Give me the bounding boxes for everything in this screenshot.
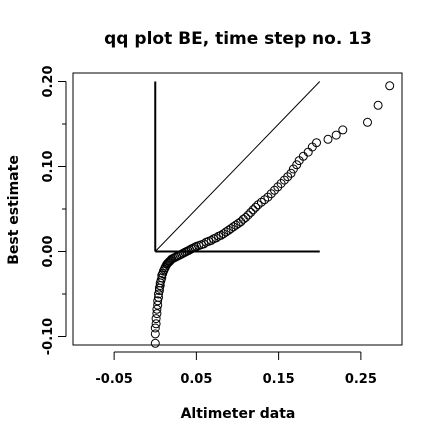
data-point: [331, 130, 341, 140]
data-points: [150, 81, 395, 348]
x-tick-label: -0.05: [95, 372, 132, 387]
data-point: [206, 235, 216, 245]
data-point: [190, 242, 200, 252]
data-point: [211, 233, 221, 243]
data-point: [279, 175, 289, 185]
y-tick-label: -0.10: [41, 318, 56, 355]
data-point: [151, 319, 161, 329]
data-point: [266, 189, 276, 199]
data-point: [338, 125, 348, 135]
data-point: [248, 205, 258, 215]
reference-line-diagonal: [154, 81, 321, 252]
y-axis-label: Best estimate: [6, 155, 22, 265]
data-point: [243, 210, 253, 220]
data-point: [286, 168, 296, 178]
data-point: [270, 185, 279, 195]
data-point: [150, 323, 160, 333]
data-point: [385, 81, 395, 91]
plot-frame: [72, 72, 403, 346]
data-point: [152, 304, 162, 314]
x-tick-label: 0.25: [345, 372, 377, 387]
data-point: [312, 138, 321, 148]
data-point: [276, 179, 286, 188]
data-point: [260, 195, 270, 205]
data-point: [228, 222, 238, 232]
data-point: [251, 202, 261, 212]
x-axis-label: Altimeter data: [181, 406, 296, 422]
data-point: [150, 329, 160, 339]
data-point: [253, 200, 263, 210]
data-point: [221, 227, 231, 237]
x-axis: -0.05 0.05 0.15 0.25: [95, 351, 377, 387]
data-point: [199, 239, 209, 249]
x-tick-label: 0.15: [263, 372, 295, 387]
data-point: [241, 213, 251, 222]
data-point: [363, 117, 372, 127]
data-point: [154, 289, 163, 299]
data-point: [150, 338, 160, 348]
data-point: [246, 207, 256, 217]
data-point: [152, 309, 162, 319]
data-point: [283, 172, 293, 182]
y-axis: -0.10 0.00 0.10 0.20: [41, 65, 67, 355]
chart-title: qq plot BE, time step no. 13: [104, 29, 372, 49]
y-tick-label: 0.20: [41, 65, 56, 97]
data-point: [231, 220, 241, 230]
y-tick-label: 0.00: [41, 235, 56, 267]
data-point: [256, 197, 266, 207]
y-tick-label: 0.10: [41, 150, 56, 182]
data-point: [373, 100, 383, 110]
data-point: [154, 292, 163, 302]
data-point: [303, 147, 313, 157]
data-point: [157, 273, 167, 283]
data-point: [151, 314, 161, 324]
data-point: [153, 296, 163, 306]
data-point: [219, 229, 228, 239]
data-point: [323, 134, 333, 144]
data-point: [216, 230, 226, 240]
data-point: [273, 182, 283, 192]
data-point: [263, 192, 273, 202]
data-point: [157, 270, 167, 280]
x-tick-label: 0.05: [180, 372, 212, 387]
